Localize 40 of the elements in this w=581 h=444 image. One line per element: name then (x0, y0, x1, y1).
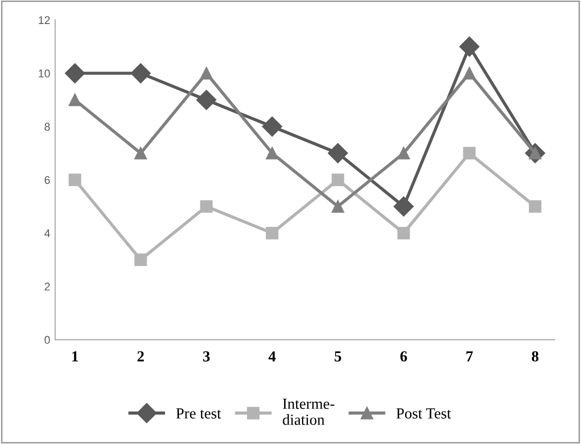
point (463, 67, 476, 80)
point (332, 200, 344, 213)
legend-label: Post Test (396, 408, 451, 419)
point (64, 63, 85, 84)
point (262, 116, 282, 137)
point (397, 146, 410, 160)
point (266, 146, 278, 160)
point (196, 90, 216, 110)
point (134, 253, 147, 266)
x-tick-label: 6 (400, 351, 408, 362)
point (397, 226, 410, 240)
y-tick-label: 2 (44, 282, 50, 290)
point (266, 226, 278, 240)
point (130, 63, 151, 84)
point (200, 67, 213, 80)
point (463, 146, 476, 160)
point (459, 36, 480, 57)
point (134, 146, 147, 160)
point (394, 196, 414, 216)
legend-label: Interme- diation (282, 398, 334, 425)
x-tick-label: 7 (466, 351, 473, 362)
y-tick-label: 8 (44, 122, 50, 131)
x-tick-label: 5 (334, 351, 342, 362)
x-tick-label: 3 (203, 351, 210, 362)
x-tick-label: 1 (72, 351, 78, 362)
point (528, 200, 542, 213)
x-tick-label: 8 (532, 351, 538, 362)
legend-label: Pre test (176, 408, 222, 419)
y-tick-label: 4 (44, 229, 50, 238)
point (328, 143, 348, 164)
y-tick-label: 6 (44, 176, 50, 184)
y-tick-label: 10 (38, 70, 50, 78)
point (332, 174, 344, 186)
point (68, 174, 82, 186)
y-tick-label: 0 (44, 336, 50, 344)
x-tick-label: 2 (137, 351, 144, 362)
point (68, 94, 82, 106)
y-tick-label: 12 (38, 16, 50, 24)
point (200, 200, 213, 213)
x-tick-label: 4 (268, 351, 276, 362)
